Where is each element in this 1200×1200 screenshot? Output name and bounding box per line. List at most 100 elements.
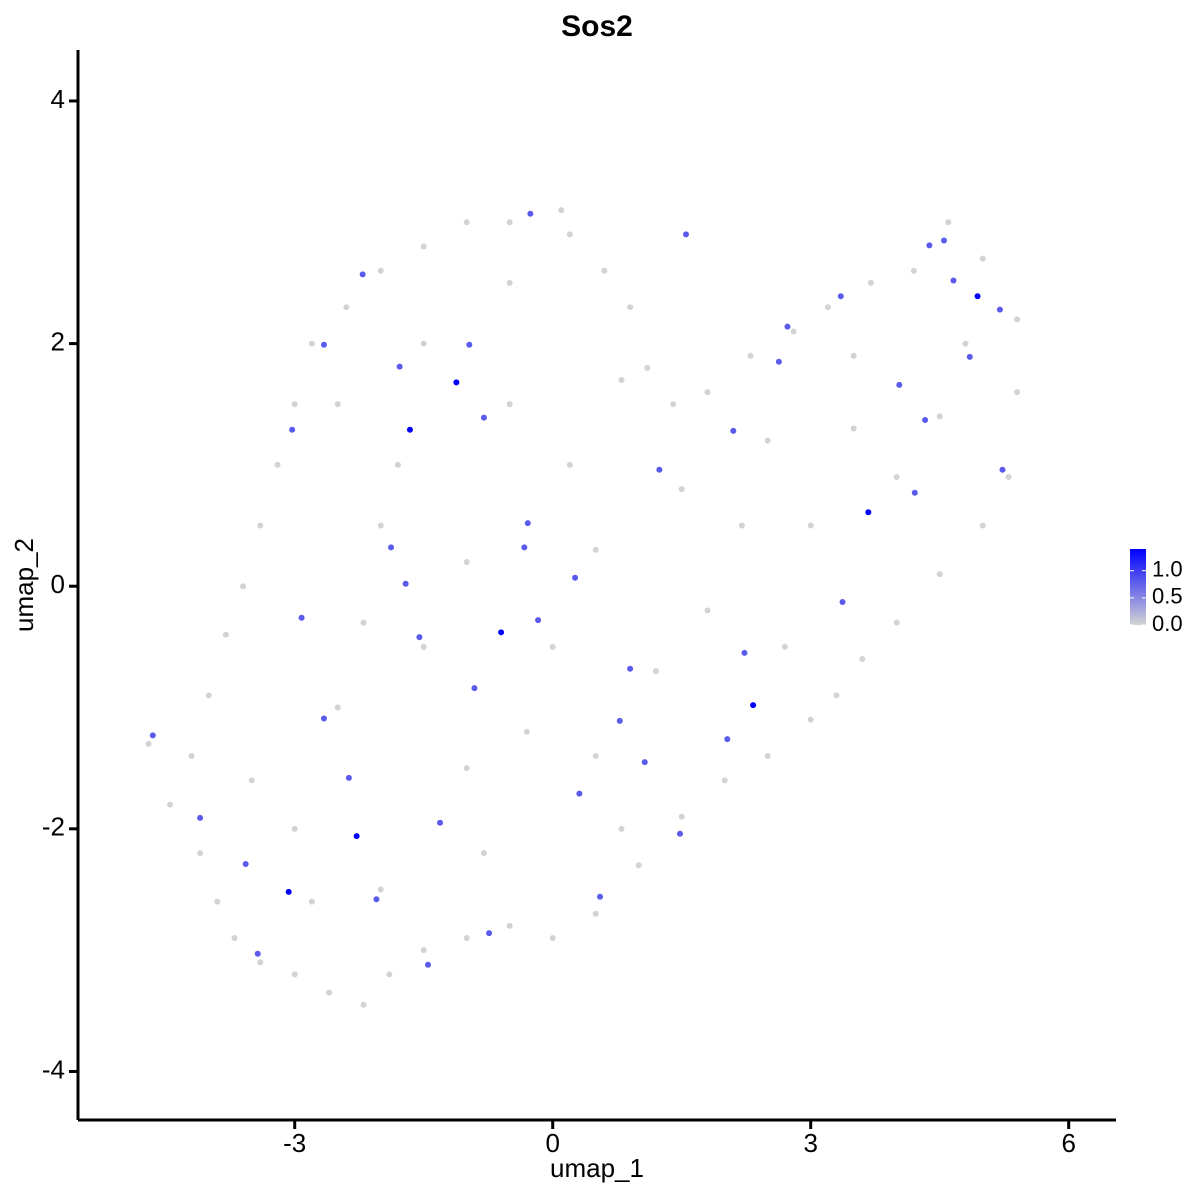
point (353, 833, 360, 840)
x-tick-label: 3 (803, 1128, 817, 1158)
point (558, 207, 565, 214)
point (463, 765, 470, 772)
point (644, 364, 651, 371)
x-tick-label: 0 (545, 1128, 559, 1158)
point (750, 702, 757, 709)
point (597, 893, 604, 900)
point (167, 801, 174, 808)
point (676, 830, 683, 837)
point (149, 732, 156, 739)
point (289, 426, 296, 433)
point (394, 461, 401, 468)
point (402, 580, 409, 587)
point (521, 544, 528, 551)
x-tick-label: 6 (1061, 1128, 1075, 1158)
point (936, 413, 943, 420)
point (214, 898, 221, 905)
point (592, 753, 599, 760)
point (242, 861, 249, 868)
y-axis-label: umap_2 (9, 538, 39, 632)
point (747, 352, 754, 359)
point (527, 210, 534, 217)
point (524, 520, 531, 527)
point (360, 1001, 367, 1008)
point (974, 293, 981, 300)
point (1014, 389, 1021, 396)
point (670, 401, 677, 408)
point (911, 489, 918, 496)
point (704, 607, 711, 614)
point (704, 389, 711, 396)
point (388, 544, 395, 551)
point (910, 267, 917, 274)
point (893, 619, 900, 626)
point (566, 461, 573, 468)
point (807, 716, 814, 723)
point (308, 340, 315, 347)
point (950, 277, 957, 284)
point (790, 328, 797, 335)
colorbar (1130, 549, 1146, 625)
point (627, 665, 634, 672)
point (453, 379, 460, 386)
point (145, 740, 152, 747)
point (377, 886, 384, 893)
point (764, 753, 771, 760)
point (471, 685, 478, 692)
point (359, 271, 366, 278)
point (652, 668, 659, 675)
point (678, 486, 685, 493)
point (635, 862, 642, 869)
point (922, 417, 929, 424)
point (837, 293, 844, 300)
point (197, 850, 204, 857)
point (618, 376, 625, 383)
point (377, 522, 384, 529)
point (425, 961, 432, 968)
point (343, 304, 350, 311)
point (320, 715, 327, 722)
point (254, 950, 261, 957)
point (334, 704, 341, 711)
point (616, 717, 623, 724)
point (386, 971, 393, 978)
point (549, 935, 556, 942)
point (498, 629, 505, 636)
point (850, 352, 857, 359)
point (549, 643, 556, 650)
x-tick-label: -3 (283, 1128, 306, 1158)
colorbar-label: 0.0 (1152, 611, 1183, 636)
point (377, 267, 384, 274)
point (231, 935, 238, 942)
point (506, 401, 513, 408)
point (463, 219, 470, 226)
point (775, 358, 782, 365)
point (730, 427, 737, 434)
point (572, 574, 579, 581)
point (592, 910, 599, 917)
point (506, 219, 513, 226)
point (781, 643, 788, 650)
colorbar-label: 0.5 (1152, 584, 1183, 609)
point (463, 935, 470, 942)
point (506, 922, 513, 929)
point (850, 425, 857, 432)
y-tick-label: 4 (51, 84, 65, 114)
point (480, 414, 487, 421)
point (618, 825, 625, 832)
point (406, 426, 413, 433)
point (721, 777, 728, 784)
point (865, 509, 872, 516)
x-axis-label: umap_1 (550, 1153, 644, 1183)
point (656, 466, 663, 473)
point (320, 341, 327, 348)
point (945, 219, 952, 226)
point (962, 340, 969, 347)
y-tick-label: -2 (42, 812, 65, 842)
point (257, 522, 264, 529)
point (741, 649, 748, 656)
point (291, 825, 298, 832)
point (437, 819, 444, 826)
point (274, 461, 281, 468)
